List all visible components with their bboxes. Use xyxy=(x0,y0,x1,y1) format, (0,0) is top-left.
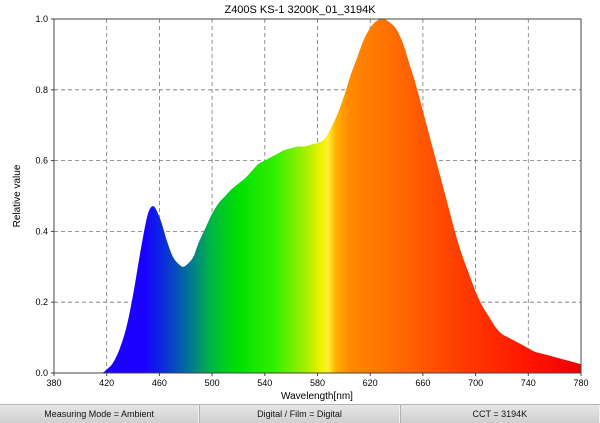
x-tick-label: 780 xyxy=(573,378,588,388)
x-tick-label: 700 xyxy=(468,378,483,388)
y-tick-label: 0.2 xyxy=(35,297,48,307)
x-tick-label: 460 xyxy=(152,378,167,388)
cct-status: CCT = 3194K xyxy=(399,405,600,423)
measuring-mode-status: Measuring Mode = Ambient xyxy=(0,405,200,423)
x-axis-label: Wavelength[nm] xyxy=(281,391,353,402)
chart-title: Z400S KS-1 3200K_01_3194K xyxy=(224,4,376,16)
y-tick-label: 0.6 xyxy=(35,156,48,166)
y-axis-label: Relative value xyxy=(12,164,23,227)
plot-frame xyxy=(53,18,582,374)
y-tick-labels: 0.0 0.2 0.4 0.6 0.8 1.0 xyxy=(35,14,48,378)
status-bar: Measuring Mode = Ambient Digital / Film … xyxy=(0,404,600,423)
x-tick-label: 580 xyxy=(310,378,325,388)
x-tick-label: 540 xyxy=(257,378,272,388)
x-tick-label: 660 xyxy=(415,378,430,388)
y-tick-label: 1.0 xyxy=(35,14,48,24)
digital-film-status: Digital / Film = Digital xyxy=(199,405,400,423)
x-tick-label: 500 xyxy=(205,378,220,388)
spectrum-area xyxy=(54,19,581,373)
x-tick-label: 380 xyxy=(46,378,61,388)
y-tick-label: 0.8 xyxy=(35,85,48,95)
x-tick-label: 420 xyxy=(99,378,114,388)
x-tick-label: 620 xyxy=(363,378,378,388)
y-tick-label: 0.4 xyxy=(35,226,48,236)
x-tick-labels: 380 420 460 500 540 580 620 660 700 740 780 xyxy=(46,378,588,388)
y-tick-label: 0.0 xyxy=(35,368,48,378)
spectrum-chart: 380 420 460 500 540 580 620 660 700 740 780 0.0 0.2… xyxy=(12,4,589,402)
x-tick-label: 740 xyxy=(521,378,536,388)
